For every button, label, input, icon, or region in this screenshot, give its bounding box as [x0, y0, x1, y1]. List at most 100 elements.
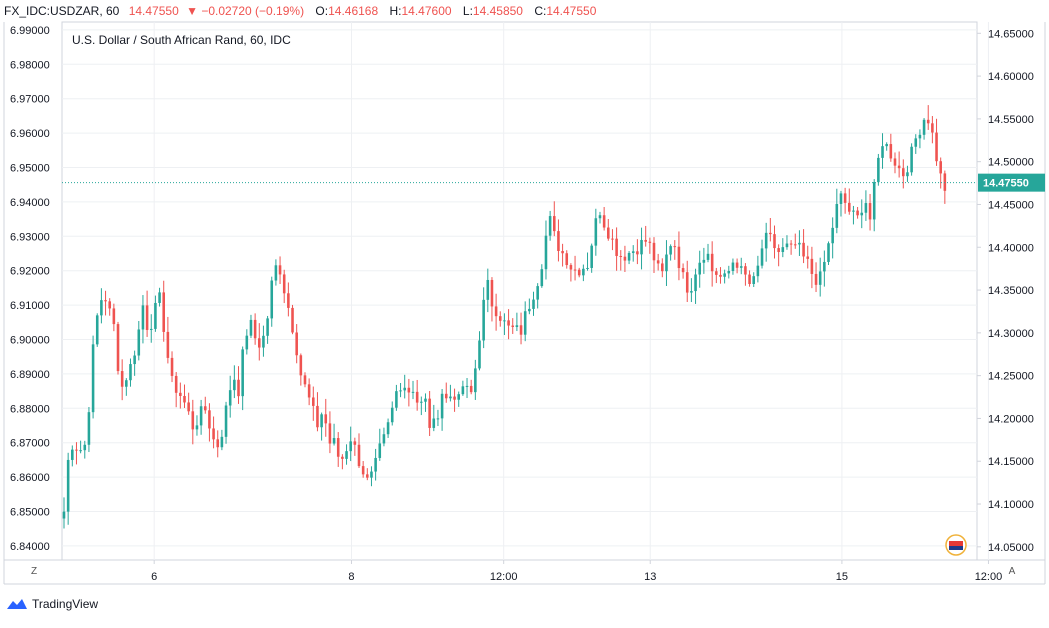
candle-body [827, 243, 830, 262]
candle-body [931, 123, 934, 133]
price-chart[interactable]: 6.99000 6.98000 6.97000 6.96000 6.95000 6.940… [0, 0, 1049, 592]
candle-body [399, 390, 402, 392]
candle-body [831, 227, 834, 244]
candle [386, 418, 390, 438]
candle-body [224, 405, 228, 437]
candle [760, 239, 764, 269]
candle [756, 255, 760, 283]
candle [823, 250, 826, 287]
candle [328, 411, 332, 454]
candle-body [532, 299, 535, 309]
left-axis-tick-label: 6.93000 [10, 231, 50, 243]
candle [769, 218, 772, 242]
candle-body [174, 375, 178, 393]
brand-name[interactable]: TradingView [32, 597, 99, 611]
candle [91, 335, 95, 419]
candle-body [661, 263, 664, 272]
candle-body [420, 401, 423, 403]
candle [149, 314, 153, 343]
candle-body [922, 119, 926, 135]
candle-body [627, 252, 631, 261]
candle-body [328, 423, 332, 444]
symbol-label[interactable]: FX_IDC:USDZAR, 60 [4, 4, 120, 18]
candle-body [881, 146, 884, 158]
candle [507, 309, 510, 340]
candle [839, 190, 843, 217]
candle [191, 399, 195, 445]
right-axis-tick-label: 14.65000 [988, 28, 1034, 40]
candle [719, 267, 722, 284]
candle [864, 190, 868, 221]
candle-body [802, 242, 805, 257]
candle-body [199, 406, 203, 426]
zoom-reset-button[interactable]: Z [30, 566, 38, 577]
candle [241, 346, 244, 411]
candle-body [216, 439, 220, 448]
candle [469, 379, 473, 395]
candle [349, 426, 352, 462]
candle-body [623, 256, 627, 261]
candle-body [66, 459, 70, 512]
candle-body [798, 242, 801, 245]
candle-body [253, 319, 257, 339]
candle [303, 372, 307, 388]
candle-body [698, 262, 701, 275]
candle [341, 454, 344, 470]
candle-body [465, 385, 469, 387]
candle [295, 324, 298, 364]
candle [407, 378, 411, 407]
candle [104, 290, 107, 316]
candle-body [511, 325, 515, 327]
candle [282, 269, 286, 304]
candle [457, 391, 461, 407]
candle [818, 257, 822, 297]
left-price-axis[interactable]: 6.99000 6.98000 6.97000 6.96000 6.95000 6.940… [10, 25, 50, 553]
candle [619, 250, 623, 271]
candle [112, 303, 116, 332]
candle-body [619, 255, 623, 257]
candle-body [548, 216, 552, 236]
right-axis-tick-label: 14.45000 [988, 199, 1034, 211]
events-flag-stripe-blue [949, 546, 963, 550]
candle [424, 393, 427, 412]
candle [607, 219, 610, 241]
candle [777, 244, 780, 267]
candle [752, 272, 756, 288]
candle [120, 359, 124, 401]
candle [611, 229, 614, 251]
right-axis-tick-label: 14.55000 [988, 114, 1034, 126]
candle [266, 315, 269, 344]
candle [220, 429, 224, 451]
candle [474, 359, 477, 400]
candle-body [760, 248, 764, 266]
candle-body [361, 466, 365, 475]
candle [744, 263, 747, 286]
candle-body [793, 244, 797, 246]
candle-body [810, 258, 814, 274]
candle [727, 265, 731, 279]
current-price-line: 14.47550 [62, 173, 1045, 192]
candle-body [112, 308, 116, 325]
candle [802, 229, 805, 264]
candle [166, 316, 170, 364]
candle-body [440, 393, 444, 419]
candle-body [856, 210, 859, 216]
left-axis-tick-label: 6.95000 [10, 163, 50, 175]
candle [885, 142, 888, 151]
candle-body [149, 328, 153, 330]
candle [748, 270, 751, 287]
candle-body [424, 398, 427, 402]
auto-scale-button[interactable]: A [1008, 566, 1016, 577]
candle-body [316, 405, 319, 428]
candle [125, 378, 128, 396]
candle-body [648, 241, 652, 243]
candle [835, 188, 839, 234]
candle-body [877, 157, 880, 183]
right-price-axis[interactable]: 14.65000 14.60000 14.55000 14.50000 14.45000… [977, 28, 1034, 554]
candle [71, 445, 74, 467]
candle-body [154, 302, 157, 329]
events-flag-icon[interactable] [945, 534, 967, 556]
candle-body [120, 371, 124, 387]
right-axis-tick-label: 14.30000 [988, 328, 1034, 340]
